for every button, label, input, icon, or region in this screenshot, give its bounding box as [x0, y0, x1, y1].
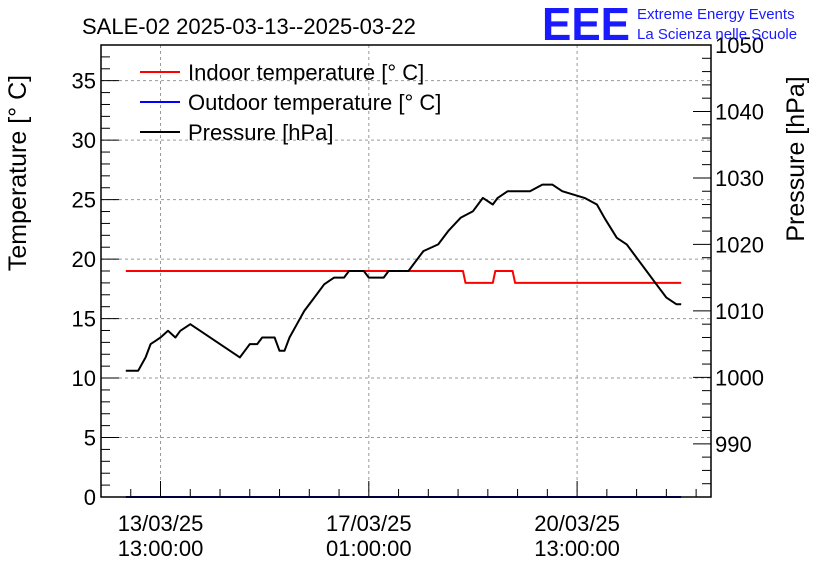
axes: 13/03/2513:00:0017/03/2501:00:0020/03/25… — [72, 33, 764, 561]
y-left-tick-label: 25 — [72, 188, 96, 213]
x-tick-label-time: 13:00:00 — [534, 536, 620, 561]
eee-logo: EEE Extreme Energy Events La Scienza nelle… — [542, 0, 797, 50]
y-right-tick-label: 990 — [715, 432, 752, 457]
x-tick-label-time: 01:00:00 — [326, 536, 412, 561]
x-tick-label-date: 17/03/25 — [326, 511, 412, 536]
y-right-tick-label: 1000 — [715, 365, 764, 390]
series-line-3 — [125, 183, 682, 372]
y-left-tick-label: 30 — [72, 128, 96, 153]
logo-line-2: La Scienza nelle Scuole — [637, 26, 797, 43]
x-tick-label-time: 13:00:00 — [118, 536, 204, 561]
x-tick-label-date: 20/03/25 — [534, 511, 620, 536]
y-left-tick-label: 0 — [84, 485, 96, 510]
y-right-tick-label: 1020 — [715, 232, 764, 257]
y-right-tick-label: 1030 — [715, 166, 764, 191]
x-tick-label-date: 13/03/25 — [118, 511, 204, 536]
y-right-tick-label: 1010 — [715, 299, 764, 324]
y-left-tick-label: 15 — [72, 307, 96, 332]
y-left-tick-label: 10 — [72, 366, 96, 391]
logo-line-1: Extreme Energy Events — [637, 6, 795, 23]
y-axis-label-left: Temperature [° C] — [4, 75, 32, 271]
y-right-tick-label: 1040 — [715, 99, 764, 124]
legend: Indoor temperature [° C] Outdoor temperat… — [140, 60, 441, 145]
legend-label-1: Indoor temperature [° C] — [188, 60, 424, 85]
series-layer — [125, 183, 682, 498]
legend-label-3: Pressure [hPa] — [188, 120, 334, 145]
y-left-tick-label: 35 — [72, 69, 96, 94]
legend-label-2: Outdoor temperature [° C] — [188, 90, 441, 115]
logo-mark: EEE — [542, 0, 630, 50]
y-right-tick-label: 1050 — [715, 33, 764, 58]
y-left-tick-label: 20 — [72, 247, 96, 272]
series-line-1 — [125, 270, 682, 284]
y-axis-label-right: Pressure [hPa] — [782, 76, 810, 241]
chart-title: SALE-02 2025-03-13--2025-03-22 — [82, 14, 416, 39]
y-left-tick-label: 5 — [84, 426, 96, 451]
